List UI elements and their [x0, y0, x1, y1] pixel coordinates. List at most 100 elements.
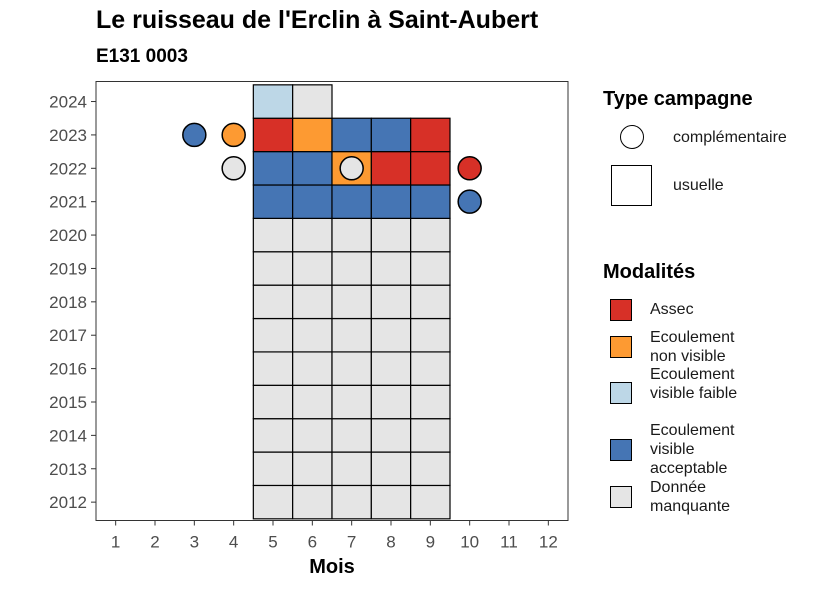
heatmap-cell [252, 284, 294, 320]
heatmap-cell [331, 251, 372, 286]
heatmap-cell [292, 217, 333, 253]
heatmap-cell [410, 351, 451, 386]
y-tick-label: 2016 [49, 360, 87, 379]
heatmap-cell [410, 384, 451, 420]
x-tick-label: 10 [460, 533, 479, 552]
heatmap-cell [370, 117, 412, 153]
heatmap-cell [331, 351, 372, 386]
heatmap-cell [370, 284, 412, 320]
heatmap-cell [292, 484, 333, 520]
heatmap-cell [370, 251, 412, 286]
heatmap-cell [292, 451, 333, 487]
heatmap-cell [292, 317, 333, 353]
y-tick-label: 2021 [49, 193, 87, 212]
chart-title: Le ruisseau de l'Erclin à Saint-Aubert [96, 6, 539, 34]
heatmap-cell [331, 418, 372, 453]
legend-label-assec: Assec [650, 301, 694, 318]
x-tick-label: 12 [539, 533, 558, 552]
y-tick-label: 2023 [49, 126, 87, 145]
heatmap-cell [252, 384, 294, 420]
heatmap-cell [252, 184, 294, 219]
heatmap-cell [331, 384, 372, 420]
heatmap-cell [331, 184, 372, 219]
chart-subtitle: E131 0003 [96, 46, 188, 67]
heatmap-cell [331, 117, 372, 153]
y-tick-label: 2015 [49, 393, 87, 412]
legend-label-ecoulement-visible-faible: Ecoulement visible faible [650, 366, 738, 402]
heatmap-cell [292, 251, 333, 286]
heatmap-cell [292, 284, 333, 320]
x-tick-label: 6 [308, 533, 317, 552]
y-tick-label: 2017 [49, 326, 87, 345]
heatmap-cell [331, 484, 372, 520]
heatmap-cell [370, 418, 412, 453]
y-tick-label: 2020 [49, 226, 87, 245]
complementaire-point [457, 189, 482, 214]
x-tick-label: 1 [111, 533, 120, 552]
heatmap-cell [252, 351, 294, 386]
complementaire-point [221, 122, 246, 148]
complementaire-point [457, 156, 482, 181]
complementaire-point [182, 122, 207, 148]
x-tick-label: 5 [268, 533, 277, 552]
swatch-ecoulement-visible-faible [610, 382, 632, 404]
heatmap-cell [252, 217, 294, 253]
y-tick-label: 2024 [49, 93, 87, 112]
heatmap-cell [292, 151, 333, 186]
x-tick-label: 8 [386, 533, 395, 552]
heatmap-cell [252, 451, 294, 487]
x-tick-label: 7 [347, 533, 356, 552]
heatmap-cell [292, 184, 333, 219]
heatmap-cell [292, 117, 333, 153]
heatmap-cell [252, 117, 294, 153]
legend-label-complementaire: complémentaire [673, 129, 787, 146]
heatmap-cell [292, 351, 333, 386]
y-tick-label: 2013 [49, 460, 87, 479]
heatmap-cell [410, 284, 451, 320]
heatmap-cell [370, 217, 412, 253]
heatmap-chart: 1 2 3 4 5 6 7 8 9 10 11 12 201220132014201520162017… [49, 81, 569, 578]
heatmap-cell [370, 317, 412, 353]
legend-label-usuelle: usuelle [673, 177, 724, 194]
heatmap-cell [252, 251, 294, 286]
heatmap-cell [252, 84, 294, 119]
heatmap-cell [370, 184, 412, 219]
legend-label-ecoulement-non-visible: Ecoulement non visible [650, 329, 735, 365]
heatmap-cell [292, 384, 333, 420]
swatch-assec [610, 299, 632, 321]
complementaire-point [221, 156, 246, 181]
plot-panel-border [95, 81, 569, 521]
heatmap-cell [331, 317, 372, 353]
heatmap-cell [370, 484, 412, 520]
y-tick-label: 2014 [49, 426, 87, 445]
square-key-icon [611, 165, 652, 206]
heatmap-cell [370, 384, 412, 420]
x-axis-title: Mois [309, 556, 355, 578]
heatmap-cell [410, 117, 451, 153]
legend-label-donnee-manquante: Donnée manquante [650, 479, 731, 515]
heatmap-cell [410, 484, 451, 520]
complementaire-point [339, 156, 364, 181]
heatmap-cell [410, 184, 451, 219]
heatmap-cell [331, 284, 372, 320]
swatch-donnee-manquante [610, 486, 632, 508]
heatmap-cell [331, 451, 372, 487]
y-tick-label: 2019 [49, 259, 87, 278]
x-tick-label: 4 [229, 533, 238, 552]
heatmap-cell [370, 451, 412, 487]
heatmap-cell [370, 151, 412, 186]
x-tick-label: 9 [426, 533, 435, 552]
heatmap-cell [410, 418, 451, 453]
legend-modalites-title: Modalités [603, 261, 696, 283]
x-tick-label: 11 [500, 533, 518, 552]
heatmap-cell [252, 317, 294, 353]
heatmap-cell [410, 217, 451, 253]
heatmap-cell [252, 151, 294, 186]
y-tick-label: 2012 [49, 493, 87, 512]
legend-type-title: Type campagne [603, 88, 753, 110]
swatch-ecoulement-visible-acceptable [610, 439, 632, 461]
heatmap-cell [410, 317, 451, 353]
swatch-ecoulement-non-visible [610, 336, 632, 358]
x-tick-label: 2 [150, 533, 159, 552]
heatmap-cell [252, 484, 294, 520]
